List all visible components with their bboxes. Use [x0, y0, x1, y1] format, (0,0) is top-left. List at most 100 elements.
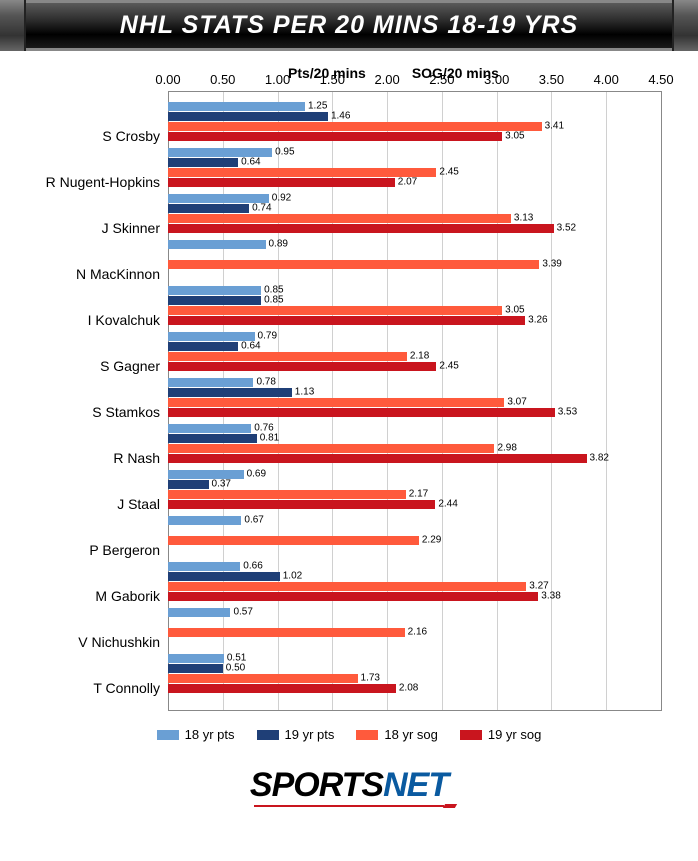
bar-row: 2.17: [168, 489, 661, 499]
bar-row: 0.81: [168, 433, 661, 443]
bar-p18: 0.66: [168, 562, 240, 571]
bar-group: 0.661.023.273.38: [168, 558, 661, 604]
bar-p19: 0.81: [168, 434, 257, 443]
player-label: S Gagner: [18, 343, 168, 389]
bar-value: 3.26: [525, 315, 547, 326]
bar-value: 2.44: [435, 499, 457, 510]
bar-row: 0.85: [168, 295, 661, 305]
bar-row: 0.67: [168, 515, 661, 525]
bar-value: 2.98: [494, 443, 516, 454]
x-tick: 0.50: [210, 72, 235, 87]
bar-group: 0.672.29: [168, 512, 661, 558]
swatch-s18: [356, 730, 378, 740]
bar-row: 0.37: [168, 479, 661, 489]
bar-s18: 2.98: [168, 444, 494, 453]
bar-s19: 3.52: [168, 224, 554, 233]
legend-s18: 18 yr sog: [356, 727, 437, 742]
bar-row: 1.02: [168, 571, 661, 581]
bar-row: 1.46: [168, 111, 661, 121]
bar-value: 0.74: [249, 203, 271, 214]
bar-row: 0.57: [168, 607, 661, 617]
bar-row: 0.51: [168, 653, 661, 663]
bar-row: 0.78: [168, 377, 661, 387]
bar-group: 0.760.812.983.82: [168, 420, 661, 466]
logo-text: SPORTSNET: [0, 766, 698, 805]
bar-value: 3.52: [554, 223, 576, 234]
bar-group: 0.572.16: [168, 604, 661, 650]
player-label: P Bergeron: [18, 527, 168, 573]
x-tick: 0.00: [155, 72, 180, 87]
bar-row: 2.08: [168, 683, 661, 693]
bar-row: 0.85: [168, 285, 661, 295]
bar-p19: 1.46: [168, 112, 328, 121]
bar-s18: 3.41: [168, 122, 542, 131]
bar-p19: 1.13: [168, 388, 292, 397]
bar-p18: 0.76: [168, 424, 251, 433]
bar-group: 0.781.133.07 3.53: [168, 374, 661, 420]
bar-value: 0.89: [266, 239, 288, 250]
bar-s19: 3.38: [168, 592, 538, 601]
legend: 18 yr pts 19 yr pts 18 yr sog 19 yr sog: [18, 727, 680, 742]
player-label: M Gaborik: [18, 573, 168, 619]
bar-row: 3.52: [168, 223, 661, 233]
bar-row: 2.44: [168, 499, 661, 509]
x-tick: 3.00: [484, 72, 509, 87]
chart-title: NHL STATS PER 20 MINS 18-19 YRS: [120, 11, 578, 39]
x-tick: 4.00: [594, 72, 619, 87]
bar-value: 1.73: [358, 673, 380, 684]
bar-s18: 3.27: [168, 582, 526, 591]
player-label: J Staal: [18, 481, 168, 527]
chart: S CrosbyR Nugent-HopkinsJ SkinnerN MacKi…: [18, 91, 680, 711]
x-tick: 1.50: [320, 72, 345, 87]
bar-p19: 1.02: [168, 572, 280, 581]
bar-value: 3.05: [502, 131, 524, 142]
bar-value: 0.81: [257, 433, 279, 444]
bar-s19: 2.07: [168, 178, 395, 187]
bar-value: 0.50: [223, 663, 245, 674]
player-label: I Kovalchuk: [18, 297, 168, 343]
bar-row: 3.07: [168, 397, 661, 407]
player-label: R Nugent-Hopkins: [18, 159, 168, 205]
bar-row: [168, 617, 661, 627]
bar-row: 1.73: [168, 673, 661, 683]
bar-row: 3.53: [168, 407, 661, 417]
bar-p18: 0.57: [168, 608, 230, 617]
swatch-p18: [157, 730, 179, 740]
bar-row: 0.79: [168, 331, 661, 341]
bar-group: 0.950.642.452.07: [168, 144, 661, 190]
bar-value: 1.02: [280, 571, 302, 582]
y-axis-labels: S CrosbyR Nugent-HopkinsJ SkinnerN MacKi…: [18, 91, 168, 711]
bar-group: 0.920.743.133.52: [168, 190, 661, 236]
bar-group: 0.510.50 1.732.08: [168, 650, 661, 696]
bar-row: 3.05: [168, 305, 661, 315]
bar-row: 3.38: [168, 591, 661, 601]
bar-s18: 2.17: [168, 490, 406, 499]
legend-p18: 18 yr pts: [157, 727, 235, 742]
bar-p18: 0.67: [168, 516, 241, 525]
bar-group: 1.251.463.413.05: [168, 98, 661, 144]
bar-p19: 0.64: [168, 342, 238, 351]
bar-row: 2.45: [168, 167, 661, 177]
bar-value: 0.57: [230, 607, 252, 618]
bar-p19: 0.64: [168, 158, 238, 167]
bar-row: 3.27: [168, 581, 661, 591]
bar-value: 3.53: [555, 407, 577, 418]
bar-row: 0.66: [168, 561, 661, 571]
logo-underline: [254, 805, 444, 807]
swatch-s19: [460, 730, 482, 740]
bar-row: 3.05: [168, 131, 661, 141]
x-tick: 2.00: [374, 72, 399, 87]
bar-value: 0.69: [244, 469, 266, 480]
bar-p19: 0.74: [168, 204, 249, 213]
bar-value: 3.13: [511, 213, 533, 224]
header-bar: NHL STATS PER 20 MINS 18-19 YRS: [0, 0, 698, 51]
bar-row: 3.82: [168, 453, 661, 463]
bar-value: 0.67: [241, 515, 263, 526]
bar-s18: 3.07: [168, 398, 504, 407]
bar-row: 2.18: [168, 351, 661, 361]
bar-value: 1.13: [292, 387, 314, 398]
legend-label-p18: 18 yr pts: [185, 727, 235, 742]
legend-label-s19: 19 yr sog: [488, 727, 541, 742]
bar-s19: 3.05: [168, 132, 502, 141]
bar-s18: 3.05: [168, 306, 502, 315]
